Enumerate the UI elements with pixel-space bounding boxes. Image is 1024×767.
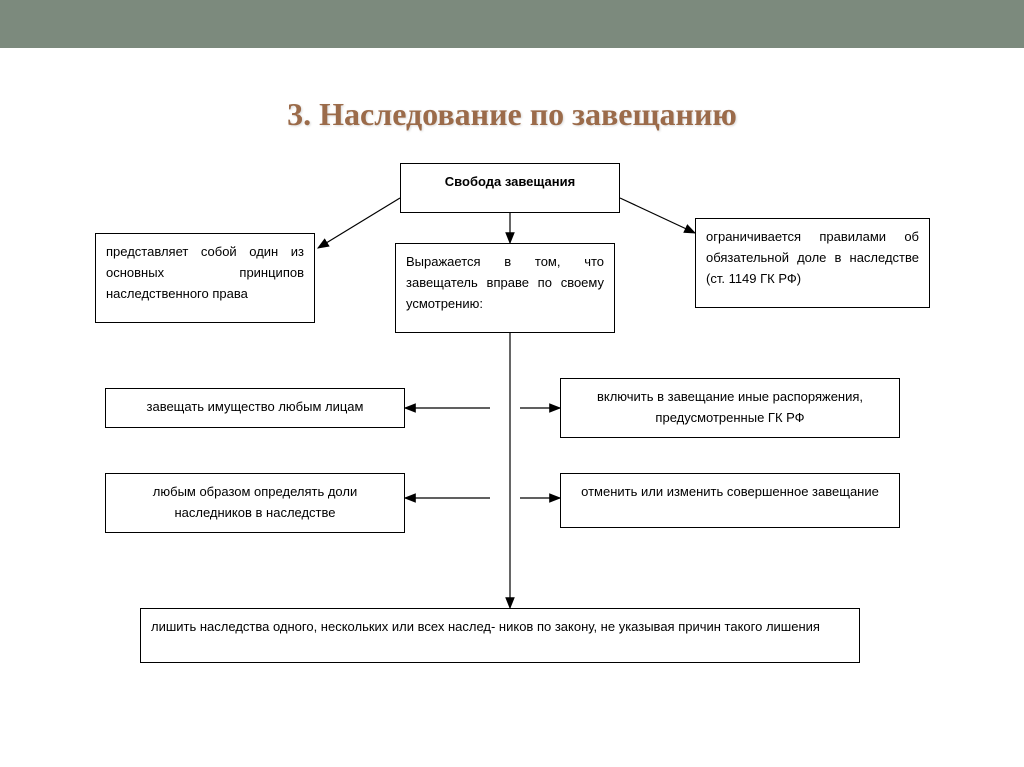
- node-define-shares: любым образом определять доли наследнико…: [105, 473, 405, 533]
- node-include-orders: включить в завещание иные распоряжения, …: [560, 378, 900, 438]
- node-limited: ограничивается правилами об обязательной…: [695, 218, 930, 308]
- flowchart: Свобода завещания представляет собой оди…: [0, 163, 1024, 743]
- node-principle: представляет собой один из основных прин…: [95, 233, 315, 323]
- node-expressed: Выражается в том, что завещатель вправе …: [395, 243, 615, 333]
- top-bar: [0, 0, 1024, 48]
- node-deprive: лишить наследства одного, нескольких или…: [140, 608, 860, 663]
- page-title: 3. Наследование по завещанию: [0, 96, 1024, 133]
- node-root: Свобода завещания: [400, 163, 620, 213]
- node-cancel-change: отменить или изменить совершенное завеща…: [560, 473, 900, 528]
- node-bequeath-any: завещать имущество любым лицам: [105, 388, 405, 428]
